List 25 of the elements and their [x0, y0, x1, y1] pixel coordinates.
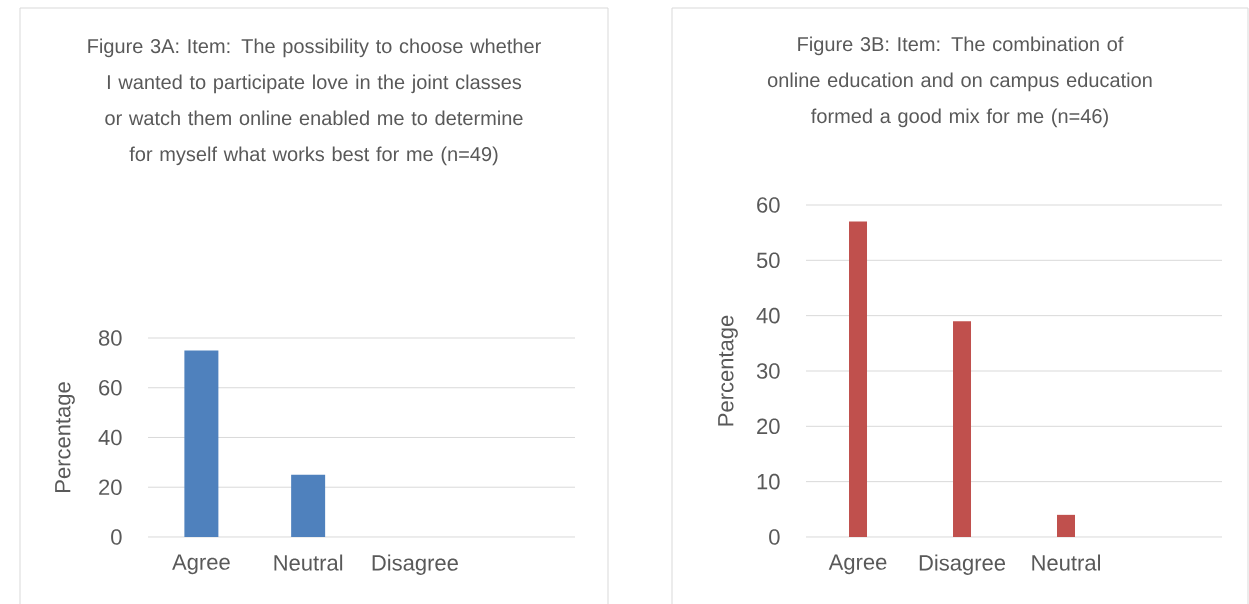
x-tick-label: Agree	[828, 554, 887, 575]
y-tick-label: 20	[99, 479, 122, 496]
bar	[953, 321, 972, 537]
x-tick-label: Disagree	[372, 554, 458, 576]
y-tick-label: 0	[111, 529, 122, 545]
bar	[1057, 514, 1076, 537]
bar	[849, 221, 868, 537]
chart-title: Figure 3A: Item: The possibility to choose whether I wanted to participate love in the joint classes or watch them online enabled me to determine for myself what works best for me (n=49)	[88, 38, 541, 166]
x-tick-label: Disagree	[919, 554, 1006, 576]
y-tick-label: 30	[756, 363, 780, 379]
x-tick-label: Agree	[172, 554, 230, 575]
y-tick-label: 20	[757, 418, 780, 435]
y-tick-label: 0	[769, 529, 780, 545]
y-tick-label: 50	[756, 252, 780, 269]
y-tick-label: 60	[757, 197, 780, 213]
y-tick-label: 60	[99, 379, 122, 396]
y-tick-label: 40	[756, 307, 780, 324]
y-tick-label: 40	[98, 429, 122, 446]
y-tick-label: 10	[757, 473, 780, 490]
x-tick-label: Neutral	[1032, 554, 1100, 571]
y-tick-label: 80	[98, 330, 122, 346]
x-tick-label: Neutral	[274, 554, 343, 571]
chart-title: Figure 3B: Item: The combination of online education and on campus education formed a good mix for me (n=46)	[767, 36, 1152, 128]
y-axis-title: Percentage	[718, 315, 738, 426]
y-axis-title: Percentage	[55, 382, 75, 492]
